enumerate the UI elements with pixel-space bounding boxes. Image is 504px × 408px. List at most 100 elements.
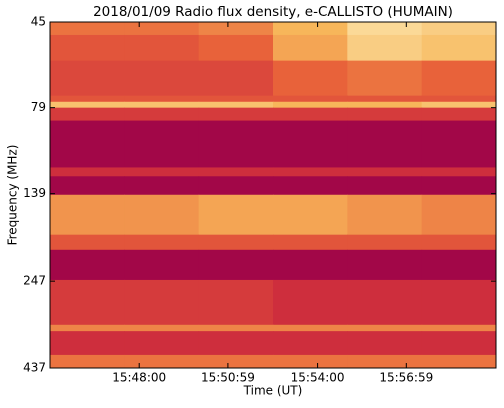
heatmap-cell xyxy=(347,324,423,332)
heatmap-cell xyxy=(198,60,274,97)
heatmap-cell xyxy=(124,60,200,97)
heatmap-cell xyxy=(50,324,125,332)
heatmap-cell xyxy=(347,331,423,356)
heatmap-cell xyxy=(347,167,423,177)
heatmap-cell xyxy=(198,95,274,103)
heatmap-cell xyxy=(124,234,200,251)
heatmap-cell xyxy=(198,234,274,251)
heatmap-cell xyxy=(198,120,274,168)
heatmap-cell xyxy=(273,22,348,36)
heatmap-cell xyxy=(50,279,125,326)
heatmap-cell xyxy=(198,354,274,369)
heatmap-cell xyxy=(421,101,497,109)
heatmap-cell xyxy=(421,249,497,281)
chart-title: 2018/01/09 Radio flux density, e-CALLIST… xyxy=(93,4,453,20)
heatmap-cell xyxy=(124,101,200,109)
heatmap-cell xyxy=(124,279,200,326)
heatmap-cell xyxy=(50,101,125,109)
heatmap-cell xyxy=(347,120,423,168)
x-tick-label: 15:56:59 xyxy=(379,371,433,385)
heatmap-cell xyxy=(421,331,497,356)
heatmap-cell xyxy=(421,234,497,251)
heatmap-cell xyxy=(124,194,200,236)
heatmap-cell xyxy=(421,95,497,103)
heatmap-cell xyxy=(50,60,125,97)
heatmap-cell xyxy=(347,279,423,326)
heatmap-cell xyxy=(50,194,125,236)
heatmap-cell xyxy=(347,34,423,62)
heatmap-cell xyxy=(273,249,348,281)
heatmap-cell xyxy=(124,249,200,281)
heatmap-cell xyxy=(347,194,423,236)
heatmap-cell xyxy=(347,60,423,97)
heatmap-cell xyxy=(421,60,497,97)
heatmap-cell xyxy=(273,34,348,62)
heatmap-cell xyxy=(421,22,497,36)
heatmap-cell xyxy=(273,354,348,369)
heatmap-cell xyxy=(421,176,497,196)
heatmap-cell xyxy=(347,101,423,109)
heatmap-cell xyxy=(347,354,423,369)
heatmap-cell xyxy=(124,324,200,332)
heatmap-cell xyxy=(198,167,274,177)
heatmap-cell xyxy=(273,279,348,326)
heatmap-cell xyxy=(198,34,274,62)
heatmap-cell xyxy=(50,34,125,62)
heatmap-cell xyxy=(50,95,125,103)
heatmap-cell xyxy=(124,22,200,36)
heatmap-cell xyxy=(273,234,348,251)
heatmap-cell xyxy=(421,107,497,122)
x-axis-label: Time (UT) xyxy=(243,384,303,398)
heatmap-cell xyxy=(50,176,125,196)
heatmap-cell xyxy=(273,60,348,97)
heatmap-cell xyxy=(50,354,125,369)
y-tick-label: 45 xyxy=(31,15,46,29)
heatmap-cell xyxy=(347,22,423,36)
heatmap-cell xyxy=(50,331,125,356)
heatmap-cell xyxy=(198,279,274,326)
y-axis-label: Frequency (MHz) xyxy=(6,145,20,246)
heatmap-cell xyxy=(273,176,348,196)
x-tick-label: 15:54:00 xyxy=(291,371,345,385)
heatmap-cell xyxy=(50,234,125,251)
heatmap-cell xyxy=(124,107,200,122)
heatmap-cell xyxy=(421,120,497,168)
heatmap-cell xyxy=(198,22,274,36)
y-tick-label: 437 xyxy=(23,361,46,375)
heatmap-cell xyxy=(198,324,274,332)
y-tick-label: 247 xyxy=(23,274,46,288)
heatmap-cell xyxy=(273,194,348,236)
heatmap-cell xyxy=(124,354,200,369)
heatmap-cell xyxy=(273,107,348,122)
heatmap-cell xyxy=(124,176,200,196)
heatmap-cell xyxy=(421,279,497,326)
heatmap-cell xyxy=(198,101,274,109)
heatmap-cell xyxy=(50,167,125,177)
heatmap-cell xyxy=(273,331,348,356)
heatmap-cell xyxy=(421,34,497,62)
y-tick-label: 139 xyxy=(23,186,46,200)
heatmap-cell xyxy=(273,324,348,332)
heatmap-cell xyxy=(124,331,200,356)
heatmap-cell xyxy=(198,176,274,196)
heatmap-cell xyxy=(50,249,125,281)
heatmap-cell xyxy=(421,354,497,369)
plot-frame xyxy=(49,21,497,369)
heatmap-cell xyxy=(198,107,274,122)
heatmap-cell xyxy=(347,176,423,196)
heatmap-cell xyxy=(273,120,348,168)
heatmap-cell xyxy=(273,167,348,177)
heatmap-cell xyxy=(273,95,348,103)
y-tick-label: 79 xyxy=(31,100,46,114)
heatmap-cell xyxy=(421,194,497,236)
heatmap-cell xyxy=(124,95,200,103)
heatmap-cell xyxy=(50,22,125,36)
heatmap-cell xyxy=(198,331,274,356)
heatmap-cell xyxy=(50,120,125,168)
heatmap-cell xyxy=(124,120,200,168)
x-tick-label: 15:50:59 xyxy=(201,371,255,385)
heatmap-cell xyxy=(421,167,497,177)
heatmap-cell xyxy=(421,324,497,332)
heatmap-cell xyxy=(347,95,423,103)
